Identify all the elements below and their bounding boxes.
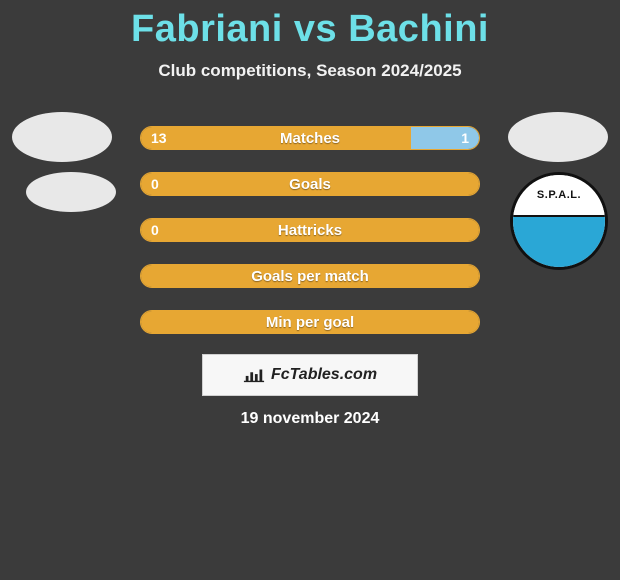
title-right: Bachini — [348, 8, 489, 50]
title-vs: vs — [294, 8, 337, 50]
stat-bar-label: Hattricks — [141, 219, 479, 241]
title-left: Fabriani — [131, 8, 283, 50]
stat-bar: Min per goal — [140, 310, 480, 334]
club-badge-bottom — [513, 215, 605, 267]
player-avatar-left — [12, 112, 112, 162]
player-avatar-right — [508, 112, 608, 162]
stat-bar-label: Min per goal — [141, 311, 479, 333]
stat-bar-label: Goals per match — [141, 265, 479, 287]
stat-bar-label: Matches — [141, 127, 479, 149]
club-badge-top: S.P.A.L. — [513, 175, 605, 215]
site-attribution: FcTables.com — [202, 354, 418, 396]
stat-bar-value-left: 13 — [151, 127, 167, 149]
subtitle: Club competitions, Season 2024/2025 — [0, 61, 620, 81]
date-label: 19 november 2024 — [0, 410, 620, 428]
stat-bar-value-left: 0 — [151, 173, 159, 195]
stat-bar: Goals per match — [140, 264, 480, 288]
bar-chart-icon — [243, 367, 265, 383]
club-badge-text: S.P.A.L. — [537, 189, 581, 201]
stat-bar-value-right: 1 — [461, 127, 469, 149]
stat-bar: Matches13 1 — [140, 126, 480, 150]
comparison-infographic: Fabriani vs Bachini Club competitions, S… — [0, 0, 620, 580]
page-title: Fabriani vs Bachini — [0, 0, 620, 51]
stat-bar-label: Goals — [141, 173, 479, 195]
stat-bar: Hattricks0 — [140, 218, 480, 242]
comparison-bars: Matches131Goals0Hattricks0Goals per matc… — [140, 126, 480, 356]
site-label: FcTables.com — [271, 366, 377, 384]
club-badge-left — [26, 172, 116, 212]
stat-bar-value-left: 0 — [151, 219, 159, 241]
club-badge-right: S.P.A.L. — [510, 172, 608, 270]
stat-bar: Goals0 — [140, 172, 480, 196]
